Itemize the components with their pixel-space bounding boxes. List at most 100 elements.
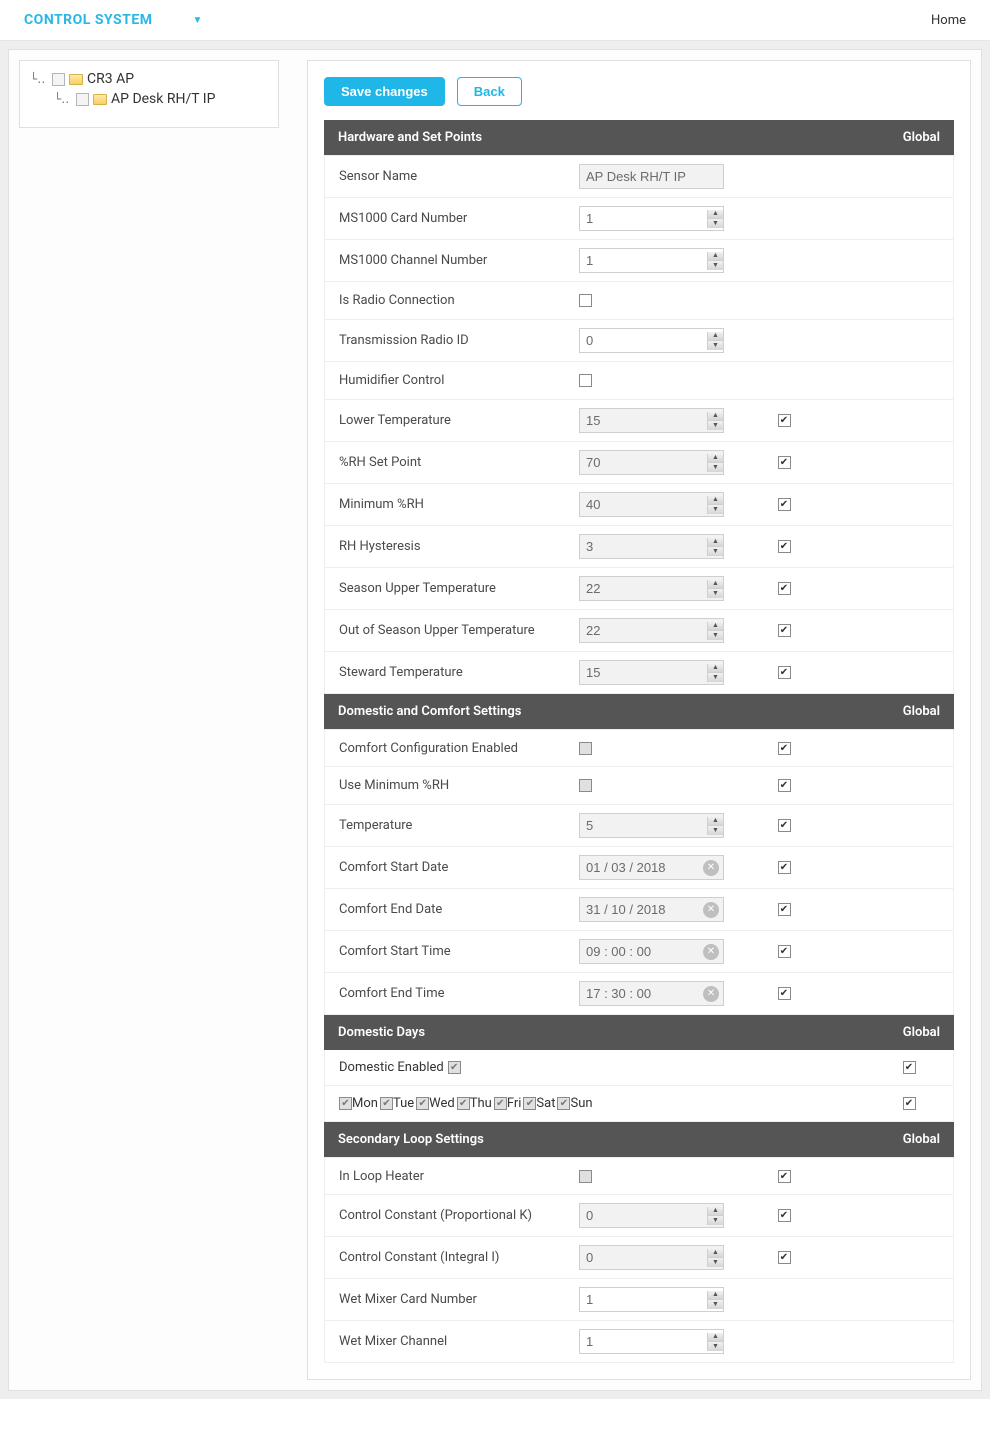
save-button[interactable]: Save changes xyxy=(324,77,445,106)
spinner-icon[interactable]: ▲▼ xyxy=(707,622,723,640)
out-season-upper-field[interactable] xyxy=(580,619,707,642)
spinner-icon[interactable]: ▲▼ xyxy=(707,454,723,472)
rh-set-input[interactable]: ▲▼ xyxy=(579,450,724,475)
clear-icon[interactable]: ✕ xyxy=(703,902,719,918)
season-upper-field[interactable] xyxy=(580,577,707,600)
day-mon-checkbox[interactable]: ✔ xyxy=(339,1097,352,1110)
int-i-field[interactable] xyxy=(580,1246,707,1269)
day-sun-checkbox[interactable]: ✔ xyxy=(557,1097,570,1110)
global-checkbox[interactable]: ✔ xyxy=(778,540,791,553)
card-no-field[interactable] xyxy=(580,207,707,230)
day-thu-checkbox[interactable]: ✔ xyxy=(457,1097,470,1110)
prop-k-field[interactable] xyxy=(580,1204,707,1227)
sensor-name-input[interactable] xyxy=(579,164,724,189)
comfort-end-time-field[interactable] xyxy=(580,982,703,1005)
out-season-upper-input[interactable]: ▲▼ xyxy=(579,618,724,643)
comfort-enabled-checkbox[interactable] xyxy=(579,742,592,755)
global-checkbox[interactable]: ✔ xyxy=(778,666,791,679)
spinner-icon[interactable]: ▲▼ xyxy=(707,210,723,228)
season-upper-input[interactable]: ▲▼ xyxy=(579,576,724,601)
back-button[interactable]: Back xyxy=(457,77,522,106)
comfort-temp-field[interactable] xyxy=(580,814,707,837)
global-checkbox[interactable]: ✔ xyxy=(778,498,791,511)
global-checkbox[interactable]: ✔ xyxy=(903,1061,916,1074)
global-checkbox[interactable]: ✔ xyxy=(778,456,791,469)
use-min-rh-checkbox[interactable] xyxy=(579,779,592,792)
spinner-icon[interactable]: ▲▼ xyxy=(707,496,723,514)
global-checkbox[interactable]: ✔ xyxy=(778,624,791,637)
humidifier-checkbox[interactable] xyxy=(579,374,592,387)
spinner-icon[interactable]: ▲▼ xyxy=(707,252,723,270)
lower-temp-input[interactable]: ▲▼ xyxy=(579,408,724,433)
chan-no-input[interactable]: ▲▼ xyxy=(579,248,724,273)
day-label: Thu xyxy=(470,1096,492,1111)
global-checkbox[interactable]: ✔ xyxy=(778,779,791,792)
spinner-icon[interactable]: ▲▼ xyxy=(707,332,723,350)
in-loop-heater-checkbox[interactable] xyxy=(579,1170,592,1183)
tree-checkbox[interactable] xyxy=(52,73,65,86)
rh-hyst-input[interactable]: ▲▼ xyxy=(579,534,724,559)
day-tue-checkbox[interactable]: ✔ xyxy=(380,1097,393,1110)
comfort-end-time-input[interactable]: ✕ xyxy=(579,981,724,1006)
global-checkbox[interactable]: ✔ xyxy=(903,1097,916,1110)
global-checkbox[interactable]: ✔ xyxy=(778,987,791,1000)
spinner-icon[interactable]: ▲▼ xyxy=(707,817,723,835)
mixer-chan-field[interactable] xyxy=(580,1330,707,1353)
chan-no-field[interactable] xyxy=(580,249,707,272)
spinner-icon[interactable]: ▲▼ xyxy=(707,412,723,430)
global-checkbox[interactable]: ✔ xyxy=(778,1251,791,1264)
clear-icon[interactable]: ✕ xyxy=(703,986,719,1002)
global-checkbox[interactable]: ✔ xyxy=(778,861,791,874)
spinner-icon[interactable]: ▲▼ xyxy=(707,580,723,598)
is-radio-checkbox[interactable] xyxy=(579,294,592,307)
spinner-icon[interactable]: ▲▼ xyxy=(707,664,723,682)
home-link[interactable]: Home xyxy=(931,13,966,28)
min-rh-input[interactable]: ▲▼ xyxy=(579,492,724,517)
min-rh-field[interactable] xyxy=(580,493,707,516)
day-wed-checkbox[interactable]: ✔ xyxy=(416,1097,429,1110)
comfort-start-time-input[interactable]: ✕ xyxy=(579,939,724,964)
lower-temp-field[interactable] xyxy=(580,409,707,432)
mixer-chan-input[interactable]: ▲▼ xyxy=(579,1329,724,1354)
spinner-icon[interactable]: ▲▼ xyxy=(707,1249,723,1267)
brand[interactable]: CONTROL SYSTEM ▼ xyxy=(24,12,203,28)
radio-id-field[interactable] xyxy=(580,329,707,352)
steward-temp-input[interactable]: ▲▼ xyxy=(579,660,724,685)
steward-temp-field[interactable] xyxy=(580,661,707,684)
global-checkbox[interactable]: ✔ xyxy=(778,819,791,832)
rh-set-field[interactable] xyxy=(580,451,707,474)
mixer-card-input[interactable]: ▲▼ xyxy=(579,1287,724,1312)
int-i-input[interactable]: ▲▼ xyxy=(579,1245,724,1270)
clear-icon[interactable]: ✕ xyxy=(703,860,719,876)
spinner-icon[interactable]: ▲▼ xyxy=(707,1333,723,1351)
global-checkbox[interactable]: ✔ xyxy=(778,903,791,916)
sensor-name-field[interactable] xyxy=(580,165,723,188)
comfort-start-date-input[interactable]: ✕ xyxy=(579,855,724,880)
comfort-start-date-field[interactable] xyxy=(580,856,703,879)
comfort-temp-input[interactable]: ▲▼ xyxy=(579,813,724,838)
spinner-icon[interactable]: ▲▼ xyxy=(707,1291,723,1309)
radio-id-input[interactable]: ▲▼ xyxy=(579,328,724,353)
global-checkbox[interactable]: ✔ xyxy=(778,1209,791,1222)
tree-item-root[interactable]: └‥ CR3 AP xyxy=(30,69,268,89)
day-sat-checkbox[interactable]: ✔ xyxy=(523,1097,536,1110)
spinner-icon[interactable]: ▲▼ xyxy=(707,538,723,556)
comfort-end-date-field[interactable] xyxy=(580,898,703,921)
comfort-end-date-input[interactable]: ✕ xyxy=(579,897,724,922)
rh-hyst-field[interactable] xyxy=(580,535,707,558)
tree-item-child[interactable]: └‥ AP Desk RH/T IP xyxy=(30,89,268,109)
global-checkbox[interactable]: ✔ xyxy=(778,414,791,427)
global-checkbox[interactable]: ✔ xyxy=(778,742,791,755)
tree-checkbox[interactable] xyxy=(76,93,89,106)
domestic-enabled-checkbox[interactable]: ✔ xyxy=(448,1061,461,1074)
global-checkbox[interactable]: ✔ xyxy=(778,582,791,595)
global-checkbox[interactable]: ✔ xyxy=(778,945,791,958)
comfort-start-time-field[interactable] xyxy=(580,940,703,963)
spinner-icon[interactable]: ▲▼ xyxy=(707,1207,723,1225)
global-checkbox[interactable]: ✔ xyxy=(778,1170,791,1183)
mixer-card-field[interactable] xyxy=(580,1288,707,1311)
prop-k-input[interactable]: ▲▼ xyxy=(579,1203,724,1228)
clear-icon[interactable]: ✕ xyxy=(703,944,719,960)
card-no-input[interactable]: ▲▼ xyxy=(579,206,724,231)
day-fri-checkbox[interactable]: ✔ xyxy=(494,1097,507,1110)
